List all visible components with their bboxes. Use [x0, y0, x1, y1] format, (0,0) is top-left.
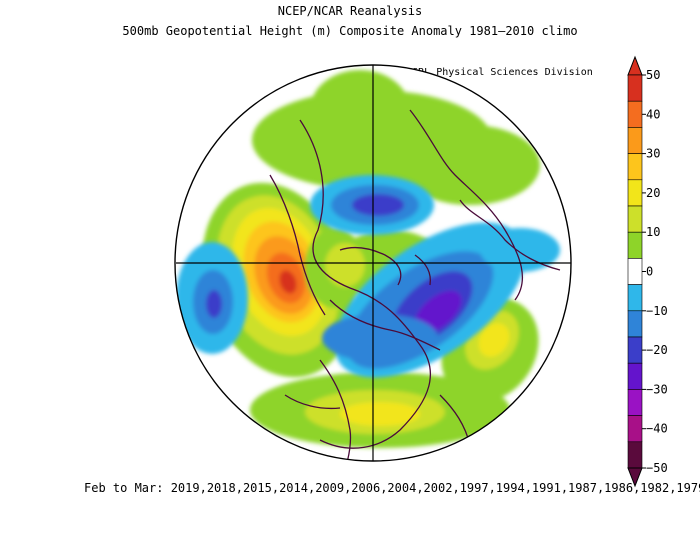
chart-subtitle: 500mb Geopotential Height (m) Composite … [122, 24, 578, 38]
colorbar-tick-label: −30 [646, 382, 668, 396]
chart-title: NCEP/NCAR Reanalysis [277, 4, 423, 18]
colorbar-tick-label: 10 [646, 225, 660, 239]
map-boundary [174, 64, 572, 462]
colorbar-tick-label: 0 [646, 265, 653, 279]
colorbar-swatch [627, 179, 643, 207]
negative-anomaly-continental [322, 222, 560, 378]
colorbar-swatch [627, 441, 643, 469]
colorbar-swatch [627, 310, 643, 338]
colorbar-swatch [627, 127, 643, 154]
colorbar-swatch [627, 74, 643, 102]
colorbar-tick-label: 40 [646, 107, 660, 121]
colorbar-top-arrow [627, 55, 643, 76]
colorbar-swatch [627, 100, 643, 128]
colorbar-tick-label: 20 [646, 186, 660, 200]
colorbar-swatch [627, 284, 643, 312]
colorbar-tick-label: −50 [646, 461, 668, 475]
credit-label: NOAA/ESRL Physical Sciences Division [376, 67, 593, 78]
colorbar-bottom-arrow [627, 467, 643, 488]
positive-anomaly-pacific [202, 182, 354, 378]
colorbar-swatch [627, 205, 643, 233]
colorbar-tick-label: 50 [646, 68, 660, 82]
colorbar-swatch [627, 362, 643, 390]
colorbar-tick-label: 30 [646, 147, 660, 161]
colorbar-tick-label: −40 [646, 422, 668, 436]
negative-anomaly-southwest [176, 242, 248, 354]
colorbar-swatch [627, 389, 643, 416]
colorbar-swatch [627, 415, 643, 443]
colorbar-swatch [627, 231, 643, 259]
colorbar-tick-label: −20 [646, 343, 668, 357]
coastlines [269, 109, 561, 461]
colorbar-tick-label: −10 [646, 304, 668, 318]
colorbar-swatch [627, 258, 643, 285]
footer-years: Feb to Mar: 2019,2018,2015,2014,2009,200… [84, 481, 700, 495]
colorbar-swatch [627, 336, 643, 364]
colorbar-swatch [627, 153, 643, 181]
negative-anomaly-polar [310, 175, 434, 235]
